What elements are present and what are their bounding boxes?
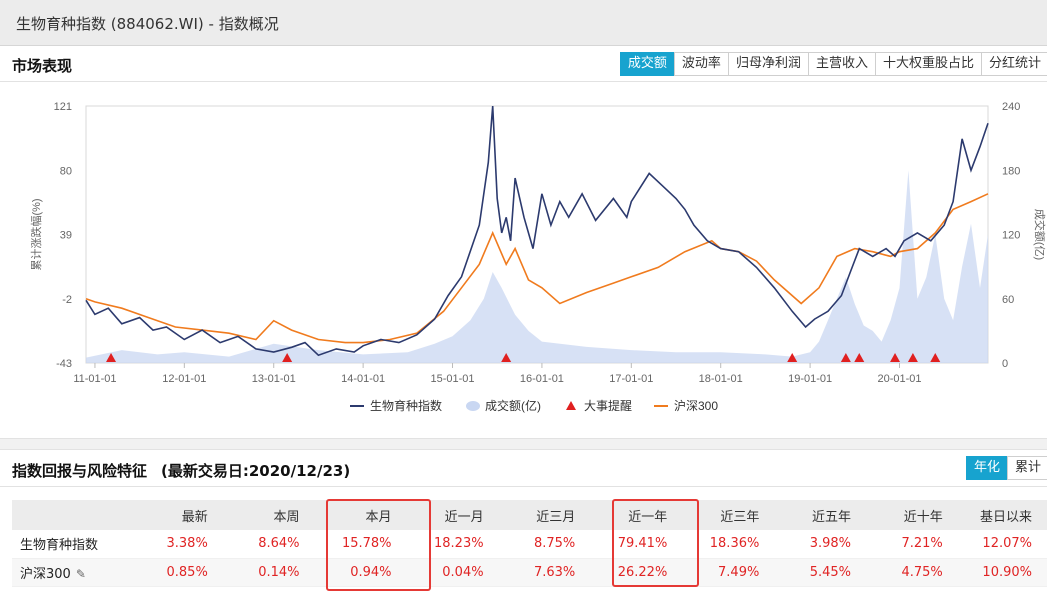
y2-tick-label: 180 <box>1002 165 1020 177</box>
returns-section-title: 指数回报与风险特征 (最新交易日:2020/12/23) <box>12 462 351 480</box>
cell-value: 7.49% <box>687 558 780 587</box>
y2-tick-label: 240 <box>1002 101 1020 113</box>
x-tick-label: 19-01-01 <box>788 373 832 385</box>
table-row: 生物育种指数 3.38% 8.64% 15.78% 18.23% 8.75% 7… <box>12 530 1047 559</box>
tab-main-revenue[interactable]: 主营收入 <box>807 52 876 76</box>
tab-net-profit[interactable]: 归母净利润 <box>727 52 809 76</box>
cell-value: 10.90% <box>962 558 1047 587</box>
event-marker <box>930 353 941 362</box>
x-tick-label: 12-01-01 <box>162 373 206 385</box>
event-marker <box>907 353 918 362</box>
market-section-title: 市场表现 <box>12 57 73 75</box>
x-tick-label: 16-01-01 <box>520 373 564 385</box>
col-1m[interactable]: 近一月 <box>411 500 504 530</box>
cell-value: 8.64% <box>227 530 320 559</box>
cell-value: 7.63% <box>503 558 596 587</box>
cell-value: 18.23% <box>411 530 504 559</box>
y2-tick-label: 0 <box>1002 358 1008 370</box>
y-tick-label: -2 <box>62 294 72 306</box>
x-tick-label: 13-01-01 <box>252 373 296 385</box>
col-1y[interactable]: 近一年 <box>595 500 688 530</box>
y2-tick-label: 60 <box>1002 294 1014 306</box>
x-tick-label: 11-01-01 <box>73 373 116 385</box>
window-titlebar: 生物育种指数 (884062.WI) - 指数概况 <box>0 0 1047 46</box>
cell-value: 15.78% <box>319 530 412 559</box>
row-name: 沪深300 ✎ <box>12 558 137 587</box>
col-10y[interactable]: 近十年 <box>871 500 963 530</box>
cell-value: 12.07% <box>962 530 1047 559</box>
x-tick-label: 18-01-01 <box>699 373 743 385</box>
legend-volume-label: 成交额(亿) <box>485 398 541 413</box>
legend-event-swatch <box>566 401 576 410</box>
cell-value: 3.98% <box>779 530 872 559</box>
market-tabs: 成交额 波动率 归母净利润 主营收入 十大权重股占比 分红统计 <box>619 52 1047 76</box>
section-divider <box>0 438 1047 450</box>
y-tick-label: 80 <box>60 165 72 177</box>
hs300-line <box>85 193 989 344</box>
cell-value: 0.14% <box>227 558 320 587</box>
table-row: 沪深300 ✎ 0.85% 0.14% 0.94% 0.04% 7.63% 26.… <box>12 558 1047 587</box>
market-chart: 121 80 39 -2 -43 240 180 120 60 0 累计涨跌幅(%) 成交额(亿) 11… <box>0 82 1047 438</box>
legend-volume-swatch <box>466 401 480 411</box>
x-tick-label: 14-01-01 <box>341 373 385 385</box>
event-marker <box>787 353 798 362</box>
tab-annualized[interactable]: 年化 <box>965 456 1008 480</box>
tab-dividend[interactable]: 分红统计 <box>980 52 1047 76</box>
event-marker <box>890 353 901 362</box>
event-marker <box>106 353 117 362</box>
cell-value: 79.41% <box>595 530 688 559</box>
cell-value: 4.75% <box>871 558 963 587</box>
cell-value: 0.04% <box>411 558 504 587</box>
y2-tick-label: 120 <box>1002 230 1020 242</box>
col-latest[interactable]: 最新 <box>136 500 228 530</box>
legend-index-label: 生物育种指数 <box>370 398 442 413</box>
window-title: 生物育种指数 (884062.WI) - 指数概况 <box>16 15 279 33</box>
y-tick-label: 121 <box>54 101 72 113</box>
returns-toggle: 年化 累计 <box>965 456 1047 480</box>
tab-cumulative[interactable]: 累计 <box>1006 456 1047 480</box>
col-3m[interactable]: 近三月 <box>503 500 596 530</box>
tab-volatility[interactable]: 波动率 <box>673 52 729 76</box>
market-chart-svg: 121 80 39 -2 -43 240 180 120 60 0 累计涨跌幅(%) 成交额(亿) 11… <box>29 101 1047 413</box>
y2-axis-title: 成交额(亿) <box>1033 209 1047 260</box>
cell-value: 3.38% <box>136 530 228 559</box>
row-name: 生物育种指数 <box>12 530 137 559</box>
cell-value: 0.94% <box>319 558 412 587</box>
col-3y[interactable]: 近三年 <box>687 500 780 530</box>
returns-table: 最新 本周 本月 近一月 近三月 近一年 近三年 近五年 近十年 基日以来 生物… <box>12 500 1047 587</box>
cell-value: 5.45% <box>779 558 872 587</box>
returns-section-header: 指数回报与风险特征 (最新交易日:2020/12/23) 年化 累计 <box>0 451 1047 487</box>
tab-turnover[interactable]: 成交额 <box>619 52 675 76</box>
cell-value: 26.22% <box>595 558 688 587</box>
event-marker <box>282 353 293 362</box>
x-tick-label: 17-01-01 <box>609 373 653 385</box>
x-tick-label: 15-01-01 <box>430 373 474 385</box>
latest-trade-date: (最新交易日:2020/12/23) <box>161 462 351 480</box>
table-corner <box>12 500 137 530</box>
turnover-area <box>86 170 988 363</box>
col-week[interactable]: 本周 <box>227 500 320 530</box>
y-tick-label: 39 <box>60 230 72 242</box>
cell-value: 7.21% <box>871 530 963 559</box>
y-axis-title: 累计涨跌幅(%) <box>29 198 43 270</box>
legend-event-label: 大事提醒 <box>584 398 632 413</box>
edit-pencil-icon[interactable]: ✎ <box>75 566 86 581</box>
cell-value: 18.36% <box>687 530 780 559</box>
col-5y[interactable]: 近五年 <box>779 500 872 530</box>
legend-hs300-label: 沪深300 <box>674 399 718 413</box>
x-tick-label: 20-01-01 <box>877 373 921 385</box>
event-marker <box>854 353 865 362</box>
market-section-header: 市场表现 成交额 波动率 归母净利润 主营收入 十大权重股占比 分红统计 <box>0 46 1047 82</box>
col-month[interactable]: 本月 <box>319 500 412 530</box>
event-marker <box>501 353 512 362</box>
tab-top10-weight[interactable]: 十大权重股占比 <box>874 52 982 76</box>
event-marker <box>840 353 851 362</box>
cell-value: 8.75% <box>503 530 596 559</box>
index-line <box>85 105 989 357</box>
col-since-base[interactable]: 基日以来 <box>962 500 1047 530</box>
table-header-row: 最新 本周 本月 近一月 近三月 近一年 近三年 近五年 近十年 基日以来 <box>12 500 1047 530</box>
y-tick-label: -43 <box>56 358 72 370</box>
cell-value: 0.85% <box>136 558 228 587</box>
